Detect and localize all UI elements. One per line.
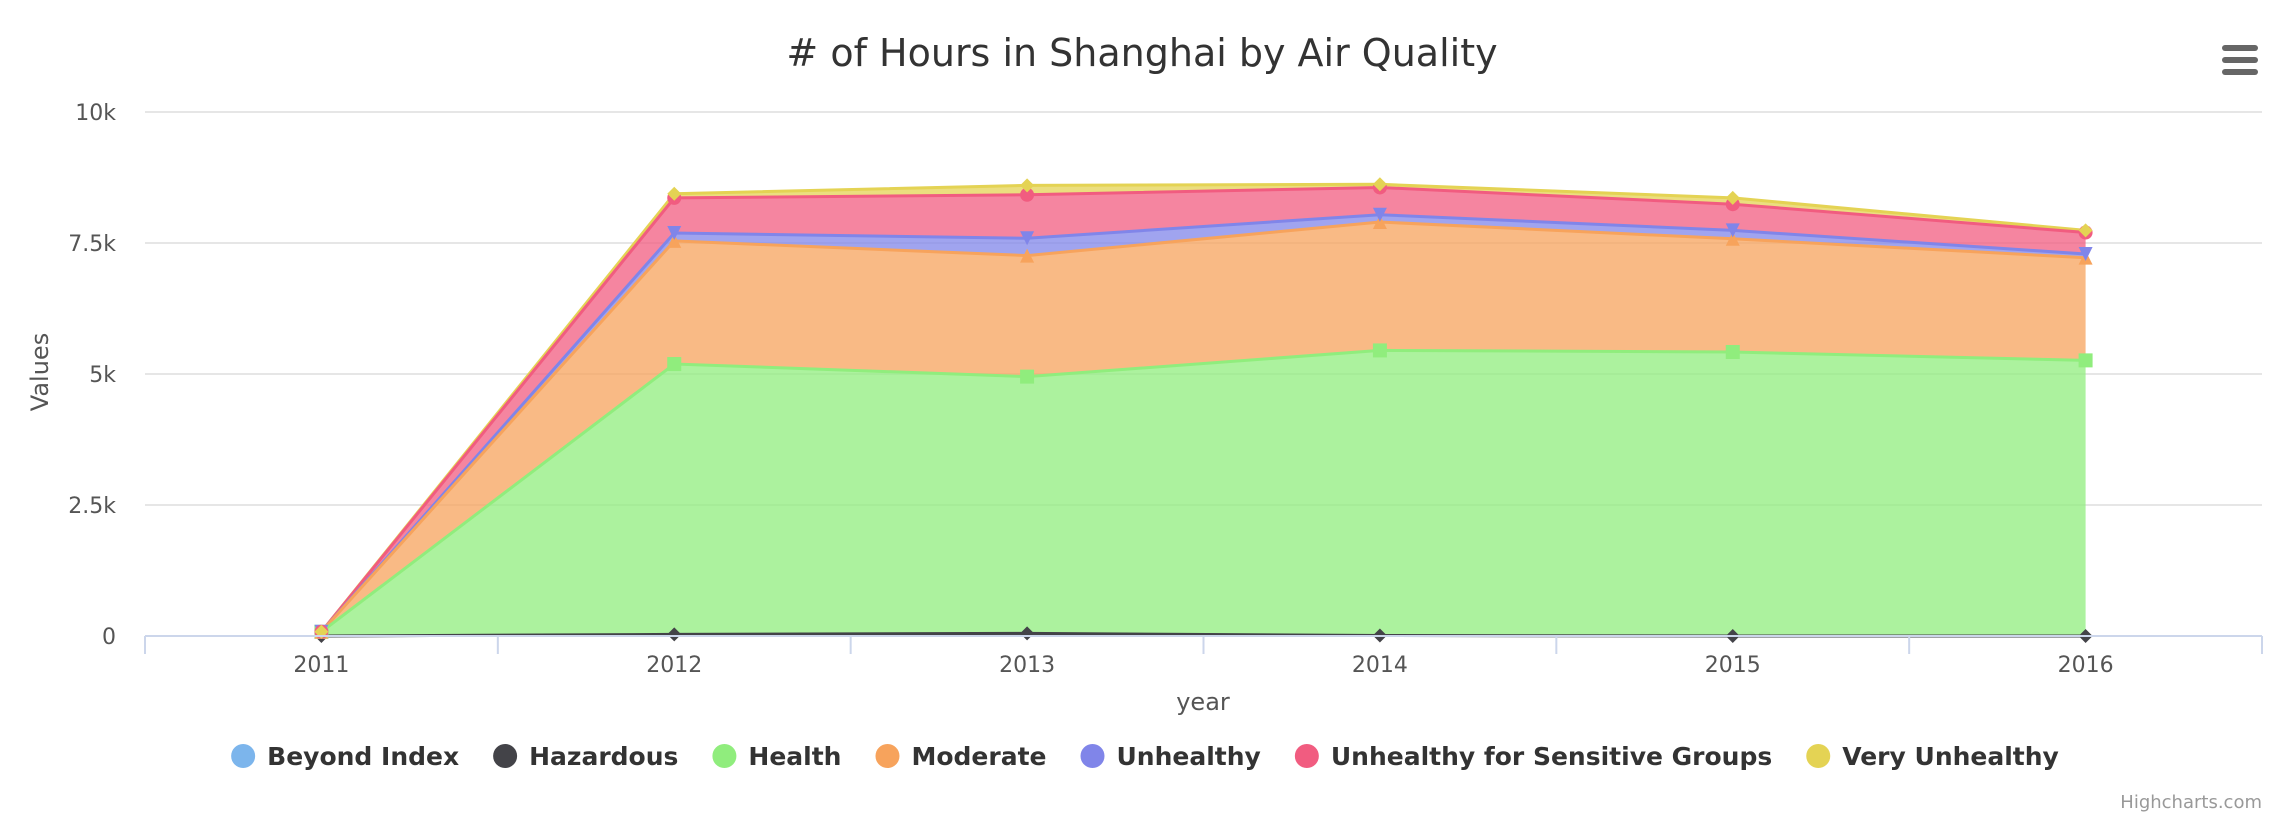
x-axis: 2011 2012 2013 2014 2015 2016 xyxy=(144,635,2263,678)
x-tick-label: 2015 xyxy=(1705,653,1761,678)
legend-symbol xyxy=(712,744,737,768)
data-point[interactable] xyxy=(1372,207,1387,222)
legend-symbol xyxy=(1294,744,1319,768)
legend-symbol xyxy=(493,744,518,768)
hamburger-menu-icon xyxy=(2222,45,2258,51)
legend-item-very-unhealthy[interactable]: Very Unhealthy xyxy=(1806,742,2059,771)
y-tick-label: 10k xyxy=(75,101,116,126)
series-line xyxy=(320,185,2086,633)
y-tick-label: 7.5k xyxy=(68,232,116,257)
legend-label: Unhealthy for Sensitive Groups xyxy=(1331,742,1772,771)
data-point[interactable] xyxy=(1725,231,1740,246)
data-point[interactable] xyxy=(667,186,682,201)
legend-label: Hazardous xyxy=(529,742,678,771)
data-point[interactable] xyxy=(2078,353,2093,368)
plot-series xyxy=(320,182,2086,638)
credits[interactable]: Highcharts.com xyxy=(2120,792,2262,813)
legend-label: Beyond Index xyxy=(267,742,459,771)
data-point[interactable] xyxy=(1020,248,1035,263)
data-point[interactable] xyxy=(667,226,682,241)
legend-symbol xyxy=(875,744,900,768)
context-menu-button[interactable] xyxy=(2206,32,2270,86)
legend-label: Health xyxy=(748,742,841,771)
data-point[interactable] xyxy=(1372,343,1387,358)
data-point[interactable] xyxy=(1725,344,1740,359)
x-axis-title: year xyxy=(1176,688,1230,716)
legend-symbol xyxy=(231,744,256,768)
y-tick-label: 5k xyxy=(89,363,116,388)
x-tick-label: 2014 xyxy=(1352,653,1408,678)
x-tick-label: 2013 xyxy=(999,653,1055,678)
data-point[interactable] xyxy=(2078,223,2093,238)
data-point[interactable] xyxy=(1020,178,1035,193)
series-line xyxy=(320,213,2086,633)
legend-item-hazardous[interactable]: Hazardous xyxy=(493,742,678,771)
y-axis-ticks: 0 2.5k 5k 7.5k 10k xyxy=(68,101,116,650)
data-point[interactable] xyxy=(2078,247,2093,262)
legend-label: Very Unhealthy xyxy=(1842,742,2059,771)
data-point[interactable] xyxy=(1372,177,1387,192)
series-line xyxy=(320,182,2086,633)
legend-item-health[interactable]: Health xyxy=(712,742,841,771)
data-point[interactable] xyxy=(1020,369,1035,384)
data-point[interactable] xyxy=(667,627,682,642)
area-health[interactable] xyxy=(321,350,2086,636)
legend-label: Unhealthy xyxy=(1117,742,1261,771)
area-moderate[interactable] xyxy=(321,222,2086,632)
data-point[interactable] xyxy=(1372,215,1387,230)
data-point[interactable] xyxy=(1020,187,1035,202)
legend-symbol xyxy=(1806,744,1831,768)
data-point[interactable] xyxy=(667,233,682,248)
y-tick-label: 0 xyxy=(102,625,116,650)
y-tick-label: 2.5k xyxy=(68,494,116,519)
area-unhealthy-for-sensitive-groups[interactable] xyxy=(321,187,2086,632)
legend-item-unhealthy[interactable]: Unhealthy xyxy=(1080,742,1261,771)
data-point[interactable] xyxy=(1725,190,1740,205)
legend-symbol xyxy=(1080,744,1105,768)
x-tick-label: 2012 xyxy=(646,653,702,678)
legend-label: Moderate xyxy=(911,742,1046,771)
x-tick-label: 2011 xyxy=(293,653,349,678)
y-axis-title: Values xyxy=(26,333,54,411)
data-point[interactable] xyxy=(667,357,682,372)
legend-item-unhealthy-for-sensitive-groups[interactable]: Unhealthy for Sensitive Groups xyxy=(1294,742,1772,771)
data-point[interactable] xyxy=(1020,231,1035,246)
series-line xyxy=(320,348,2086,633)
legend-item-moderate[interactable]: Moderate xyxy=(875,742,1047,771)
x-tick-label: 2016 xyxy=(2058,653,2114,678)
legend: Beyond Index Hazardous Health Moderate Unhea… xyxy=(231,742,2059,771)
legend-item-beyond-index[interactable]: Beyond Index xyxy=(231,742,459,771)
data-point[interactable] xyxy=(1725,223,1740,238)
series-line xyxy=(320,220,2086,633)
chart-title: # of Hours in Shanghai by Air Quality xyxy=(786,31,1497,75)
